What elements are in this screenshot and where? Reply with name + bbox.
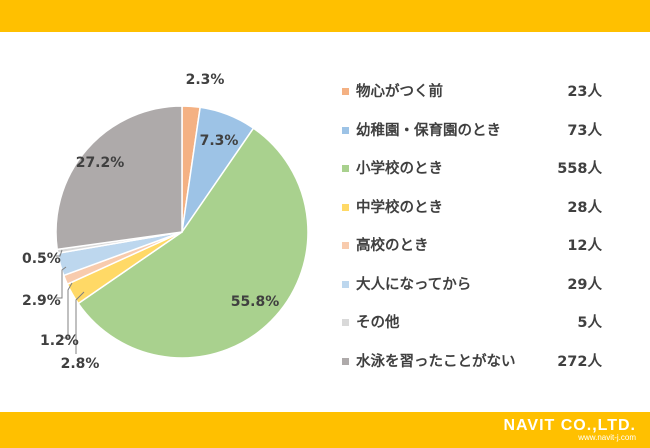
legend-item: その他 5人 bbox=[342, 311, 632, 350]
leader-line bbox=[56, 266, 67, 299]
legend-item: 小学校のとき 558人 bbox=[342, 157, 632, 196]
legend-count: 28人 bbox=[567, 199, 602, 216]
legend-item: 高校のとき 12人 bbox=[342, 234, 632, 273]
legend-count: 272人 bbox=[557, 353, 602, 370]
legend-label: 中学校のとき bbox=[356, 199, 443, 216]
legend-label: 高校のとき bbox=[356, 238, 429, 254]
legend-swatch bbox=[342, 319, 349, 326]
legend-label: 水泳を習ったことがない bbox=[356, 353, 516, 370]
leader-line bbox=[62, 282, 73, 339]
legend-label: 物心がつく前 bbox=[356, 84, 443, 100]
legend-count: 29人 bbox=[567, 276, 602, 293]
legend-item: 水泳を習ったことがない 272人 bbox=[342, 350, 632, 389]
pie-slice bbox=[55, 105, 183, 251]
legend-swatch bbox=[342, 88, 349, 95]
legend: 物心がつく前 23人幼稚園・保育園のとき 73人小学校のとき 558人中学校のとき 28… bbox=[342, 80, 632, 388]
top-banner-bar bbox=[0, 0, 650, 32]
pie-slice bbox=[77, 127, 309, 359]
legend-label: その他 bbox=[356, 315, 400, 331]
legend-count: 23人 bbox=[567, 84, 602, 100]
leader-line bbox=[56, 249, 63, 257]
legend-label: 小学校のとき bbox=[356, 161, 443, 177]
legend-label: 幼稚園・保育園のとき bbox=[356, 122, 501, 139]
legend-item: 大人になってから 29人 bbox=[342, 273, 632, 312]
slice-percent-label: 27.2% bbox=[76, 155, 125, 171]
legend-swatch bbox=[342, 165, 349, 172]
slice-percent-label: 7.3% bbox=[200, 133, 239, 149]
logo-name: NAVIT CO.,LTD. bbox=[503, 417, 636, 434]
legend-label: 大人になってから bbox=[356, 276, 472, 293]
slice-percent-label: 2.8% bbox=[61, 356, 100, 372]
slice-percent-label: 1.2% bbox=[40, 333, 79, 349]
legend-item: 幼稚園・保育園のとき 73人 bbox=[342, 119, 632, 158]
slice-percent-label: 0.5% bbox=[22, 251, 61, 267]
logo-url: www.navit-j.com bbox=[578, 433, 636, 442]
leader-line bbox=[75, 291, 85, 354]
legend-swatch bbox=[342, 203, 349, 211]
slice-percent-label: 2.9% bbox=[22, 293, 61, 309]
legend-item: 物心がつく前 23人 bbox=[342, 80, 632, 119]
legend-item: 中学校のとき 28人 bbox=[342, 196, 632, 235]
legend-count: 12人 bbox=[567, 238, 602, 254]
legend-swatch bbox=[342, 126, 349, 134]
slice-percent-label: 55.8% bbox=[231, 294, 280, 310]
legend-count: 73人 bbox=[567, 122, 602, 139]
legend-count: 5人 bbox=[577, 315, 602, 331]
bottom-banner-bar bbox=[0, 412, 650, 448]
legend-count: 558人 bbox=[557, 161, 602, 177]
slice-percent-label: 2.3% bbox=[186, 72, 225, 88]
legend-swatch bbox=[342, 280, 349, 288]
legend-swatch bbox=[342, 242, 349, 249]
legend-swatch bbox=[342, 357, 349, 365]
